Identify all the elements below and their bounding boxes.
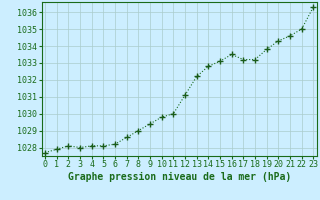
X-axis label: Graphe pression niveau de la mer (hPa): Graphe pression niveau de la mer (hPa) [68, 172, 291, 182]
